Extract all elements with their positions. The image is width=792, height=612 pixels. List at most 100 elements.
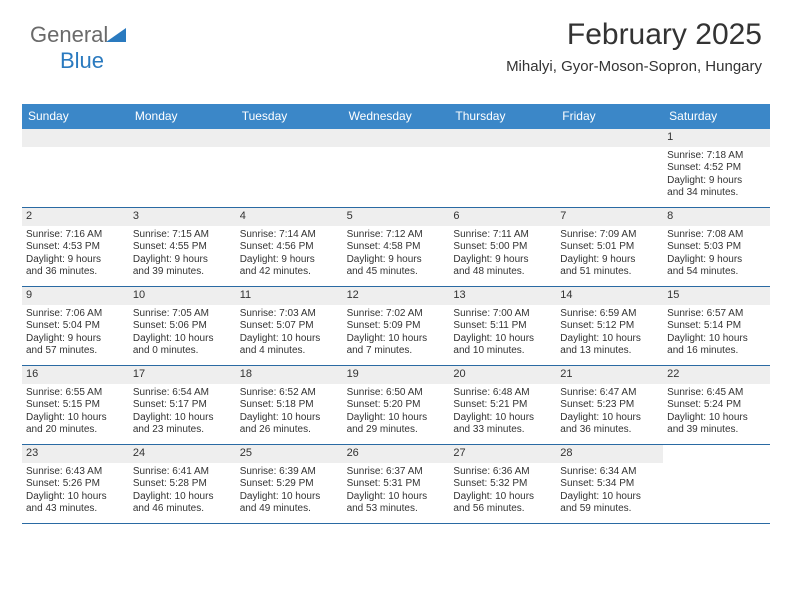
calendar-cell: 12Sunrise: 7:02 AMSunset: 5:09 PMDayligh… — [343, 287, 450, 365]
daylight-line-1: Daylight: 9 hours — [560, 254, 659, 267]
sunrise-line: Sunrise: 7:18 AM — [667, 150, 766, 163]
calendar-cell: 16Sunrise: 6:55 AMSunset: 5:15 PMDayligh… — [22, 366, 129, 444]
sunrise-line: Sunrise: 7:14 AM — [240, 229, 339, 242]
daylight-line-2: and 36 minutes. — [26, 266, 125, 279]
daylight-line-2: and 43 minutes. — [26, 503, 125, 516]
sunset-line: Sunset: 4:58 PM — [347, 241, 446, 254]
calendar-cell-empty — [236, 129, 343, 207]
sunset-line: Sunset: 5:03 PM — [667, 241, 766, 254]
calendar-cell-empty — [449, 129, 556, 207]
logo-text-general: General — [30, 22, 108, 47]
day-number: 5 — [343, 208, 450, 226]
sunrise-line: Sunrise: 7:02 AM — [347, 308, 446, 321]
sunrise-line: Sunrise: 7:06 AM — [26, 308, 125, 321]
sunrise-line: Sunrise: 6:36 AM — [453, 466, 552, 479]
sunrise-line: Sunrise: 6:39 AM — [240, 466, 339, 479]
sunrise-line: Sunrise: 6:52 AM — [240, 387, 339, 400]
sunrise-line: Sunrise: 6:50 AM — [347, 387, 446, 400]
daylight-line-1: Daylight: 10 hours — [133, 412, 232, 425]
sunset-line: Sunset: 5:09 PM — [347, 320, 446, 333]
logo-text-blue: Blue — [60, 48, 104, 73]
calendar-cell: 4Sunrise: 7:14 AMSunset: 4:56 PMDaylight… — [236, 208, 343, 286]
calendar-cell: 6Sunrise: 7:11 AMSunset: 5:00 PMDaylight… — [449, 208, 556, 286]
daylight-line-2: and 29 minutes. — [347, 424, 446, 437]
day-number-empty — [556, 129, 663, 147]
calendar-week: 23Sunrise: 6:43 AMSunset: 5:26 PMDayligh… — [22, 445, 770, 524]
daylight-line-1: Daylight: 10 hours — [560, 412, 659, 425]
calendar-cell: 28Sunrise: 6:34 AMSunset: 5:34 PMDayligh… — [556, 445, 663, 523]
sunset-line: Sunset: 4:52 PM — [667, 162, 766, 175]
daylight-line-2: and 20 minutes. — [26, 424, 125, 437]
sunrise-line: Sunrise: 7:08 AM — [667, 229, 766, 242]
page-title: February 2025 — [506, 18, 762, 52]
calendar-week: 1Sunrise: 7:18 AMSunset: 4:52 PMDaylight… — [22, 129, 770, 208]
day-number: 6 — [449, 208, 556, 226]
sunset-line: Sunset: 5:17 PM — [133, 399, 232, 412]
calendar: Sunday Monday Tuesday Wednesday Thursday… — [22, 104, 770, 524]
day-number: 16 — [22, 366, 129, 384]
day-number: 23 — [22, 445, 129, 463]
daylight-line-1: Daylight: 9 hours — [453, 254, 552, 267]
daylight-line-2: and 39 minutes. — [133, 266, 232, 279]
calendar-cell: 19Sunrise: 6:50 AMSunset: 5:20 PMDayligh… — [343, 366, 450, 444]
calendar-week: 2Sunrise: 7:16 AMSunset: 4:53 PMDaylight… — [22, 208, 770, 287]
daylight-line-2: and 23 minutes. — [133, 424, 232, 437]
day-number: 21 — [556, 366, 663, 384]
day-number: 26 — [343, 445, 450, 463]
daylight-line-2: and 48 minutes. — [453, 266, 552, 279]
calendar-cell: 13Sunrise: 7:00 AMSunset: 5:11 PMDayligh… — [449, 287, 556, 365]
daylight-line-1: Daylight: 10 hours — [453, 412, 552, 425]
dayhead-wed: Wednesday — [343, 104, 450, 129]
sunset-line: Sunset: 5:20 PM — [347, 399, 446, 412]
sunset-line: Sunset: 5:07 PM — [240, 320, 339, 333]
daylight-line-2: and 42 minutes. — [240, 266, 339, 279]
daylight-line-1: Daylight: 9 hours — [133, 254, 232, 267]
sunset-line: Sunset: 5:21 PM — [453, 399, 552, 412]
calendar-cell: 18Sunrise: 6:52 AMSunset: 5:18 PMDayligh… — [236, 366, 343, 444]
sunset-line: Sunset: 5:01 PM — [560, 241, 659, 254]
calendar-cell: 22Sunrise: 6:45 AMSunset: 5:24 PMDayligh… — [663, 366, 770, 444]
daylight-line-1: Daylight: 9 hours — [240, 254, 339, 267]
calendar-cell: 11Sunrise: 7:03 AMSunset: 5:07 PMDayligh… — [236, 287, 343, 365]
daylight-line-1: Daylight: 10 hours — [240, 412, 339, 425]
sunset-line: Sunset: 4:56 PM — [240, 241, 339, 254]
dayhead-sun: Sunday — [22, 104, 129, 129]
sunset-line: Sunset: 5:29 PM — [240, 478, 339, 491]
sunset-line: Sunset: 5:04 PM — [26, 320, 125, 333]
sunrise-line: Sunrise: 7:05 AM — [133, 308, 232, 321]
calendar-week: 16Sunrise: 6:55 AMSunset: 5:15 PMDayligh… — [22, 366, 770, 445]
sunset-line: Sunset: 5:24 PM — [667, 399, 766, 412]
calendar-dayhead: Sunday Monday Tuesday Wednesday Thursday… — [22, 104, 770, 129]
daylight-line-2: and 36 minutes. — [560, 424, 659, 437]
calendar-cell-empty — [556, 129, 663, 207]
sunset-line: Sunset: 5:32 PM — [453, 478, 552, 491]
calendar-cell: 26Sunrise: 6:37 AMSunset: 5:31 PMDayligh… — [343, 445, 450, 523]
calendar-cell: 25Sunrise: 6:39 AMSunset: 5:29 PMDayligh… — [236, 445, 343, 523]
day-number-empty — [236, 129, 343, 147]
calendar-week: 9 Sunrise: 7:06 AMSunset: 5:04 PM Daylight… — [22, 287, 770, 366]
day-number: 19 — [343, 366, 450, 384]
sunrise-line: Sunrise: 6:43 AM — [26, 466, 125, 479]
daylight-line-2: and 34 minutes. — [667, 187, 766, 200]
sunset-line: Sunset: 5:28 PM — [133, 478, 232, 491]
sunset-line: Sunset: 5:12 PM — [560, 320, 659, 333]
day-number: 9 — [22, 287, 129, 305]
daylight-line-2: and 16 minutes. — [667, 345, 766, 358]
sunrise-line: Sunrise: 7:16 AM — [26, 229, 125, 242]
day-number: 25 — [236, 445, 343, 463]
daylight-line-2: and 51 minutes. — [560, 266, 659, 279]
daylight-line-1: Daylight: 10 hours — [240, 333, 339, 346]
daylight-line-1: Daylight: 10 hours — [560, 333, 659, 346]
calendar-cell: 2Sunrise: 7:16 AMSunset: 4:53 PMDaylight… — [22, 208, 129, 286]
daylight-line-2: and 33 minutes. — [453, 424, 552, 437]
sunrise-line: Sunrise: 6:34 AM — [560, 466, 659, 479]
sunrise-line: Sunrise: 6:54 AM — [133, 387, 232, 400]
day-number-empty — [22, 129, 129, 147]
dayhead-mon: Monday — [129, 104, 236, 129]
daylight-line-1: Daylight: 10 hours — [26, 491, 125, 504]
sunset-line: Sunset: 5:11 PM — [453, 320, 552, 333]
daylight-line-1: Daylight: 9 hours — [667, 175, 766, 188]
calendar-cell: 9Sunrise: 7:06 AMSunset: 5:04 PMDaylight… — [22, 287, 129, 365]
calendar-cell: 21Sunrise: 6:47 AMSunset: 5:23 PMDayligh… — [556, 366, 663, 444]
daylight-line-2: and 13 minutes. — [560, 345, 659, 358]
